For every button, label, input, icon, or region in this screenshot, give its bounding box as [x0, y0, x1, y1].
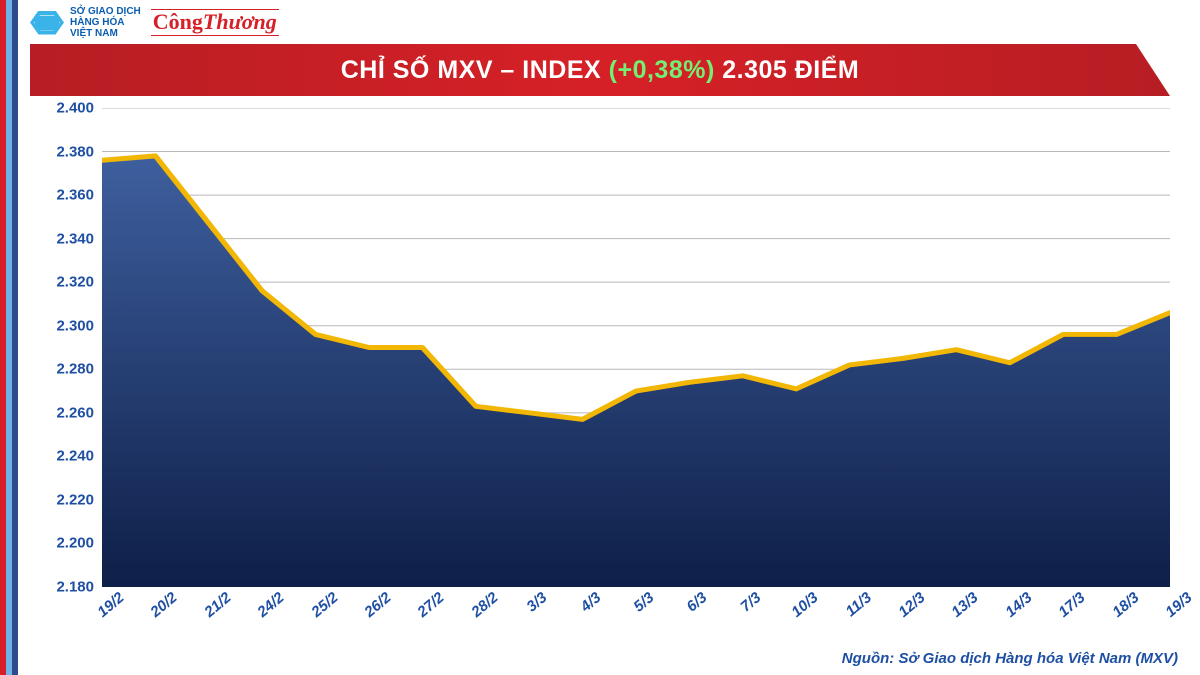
x-label: 12/3 [895, 589, 928, 621]
x-label: 10/3 [788, 589, 821, 621]
title-pct: (+0,38%) [609, 56, 715, 84]
y-label: 2.200 [56, 535, 94, 552]
title-prefix: CHỈ SỐ MXV – INDEX [341, 56, 609, 84]
title-suffix: 2.305 ĐIỂM [715, 56, 859, 84]
logo-congthuong: CôngThương [151, 9, 279, 35]
x-label: 5/3 [630, 589, 657, 615]
x-label: 3/3 [524, 589, 551, 615]
header-logos: SỞ GIAO DỊCH HÀNG HÓA VIỆT NAM CôngThươn… [30, 6, 279, 39]
y-label: 2.300 [56, 317, 94, 334]
x-label: 18/3 [1109, 589, 1142, 621]
source-text: Nguồn: Sở Giao dịch Hàng hóa Việt Nam (M… [842, 650, 1178, 667]
x-axis: 19/220/221/224/225/226/227/228/23/34/35/… [102, 587, 1170, 635]
chart: 2.4002.3802.3602.3402.3202.3002.2802.260… [30, 108, 1170, 635]
x-label: 11/3 [842, 589, 874, 620]
area-fill [102, 156, 1170, 587]
y-label: 2.380 [56, 143, 94, 160]
y-label: 2.320 [56, 274, 94, 291]
x-label: 13/3 [949, 589, 982, 621]
x-label: 6/3 [684, 589, 711, 615]
title-text: CHỈ SỐ MXV – INDEX (+0,38%) 2.305 ĐIỂM [341, 56, 859, 85]
x-label: 17/3 [1055, 589, 1088, 621]
x-label: 24/2 [254, 589, 287, 621]
logo-mxv-line2: HÀNG HÓA [70, 17, 141, 28]
logo-mxv: SỞ GIAO DỊCH HÀNG HÓA VIỆT NAM [30, 6, 141, 39]
x-label: 19/2 [94, 589, 127, 621]
plot-area [102, 108, 1170, 587]
logo-congthuong-part2: Thương [203, 9, 277, 34]
y-label: 2.360 [56, 187, 94, 204]
logo-congthuong-part1: Công [153, 9, 203, 34]
y-label: 2.240 [56, 448, 94, 465]
stripe-3 [12, 0, 18, 675]
y-label: 2.280 [56, 361, 94, 378]
y-label: 2.260 [56, 404, 94, 421]
chart-svg [102, 108, 1170, 587]
x-label: 20/2 [148, 589, 181, 621]
y-label: 2.180 [56, 579, 94, 596]
side-stripe [0, 0, 18, 675]
logo-mxv-line1: SỞ GIAO DỊCH [70, 6, 141, 17]
y-axis: 2.4002.3802.3602.3402.3202.3002.2802.260… [30, 108, 102, 587]
x-label: 27/2 [415, 589, 448, 621]
x-label: 28/2 [468, 589, 501, 621]
y-label: 2.400 [56, 100, 94, 117]
x-label: 19/3 [1162, 589, 1195, 621]
x-label: 7/3 [737, 589, 764, 615]
x-label: 25/2 [308, 589, 341, 621]
x-label: 26/2 [361, 589, 394, 621]
x-label: 4/3 [577, 589, 604, 615]
logo-mxv-icon [30, 11, 64, 35]
y-label: 2.220 [56, 491, 94, 508]
logo-mxv-text: SỞ GIAO DỊCH HÀNG HÓA VIỆT NAM [70, 6, 141, 39]
logo-mxv-line3: VIỆT NAM [70, 28, 141, 39]
x-label: 14/3 [1002, 589, 1035, 621]
y-label: 2.340 [56, 230, 94, 247]
x-label: 21/2 [201, 589, 234, 621]
title-bar: CHỈ SỐ MXV – INDEX (+0,38%) 2.305 ĐIỂM [30, 44, 1170, 96]
